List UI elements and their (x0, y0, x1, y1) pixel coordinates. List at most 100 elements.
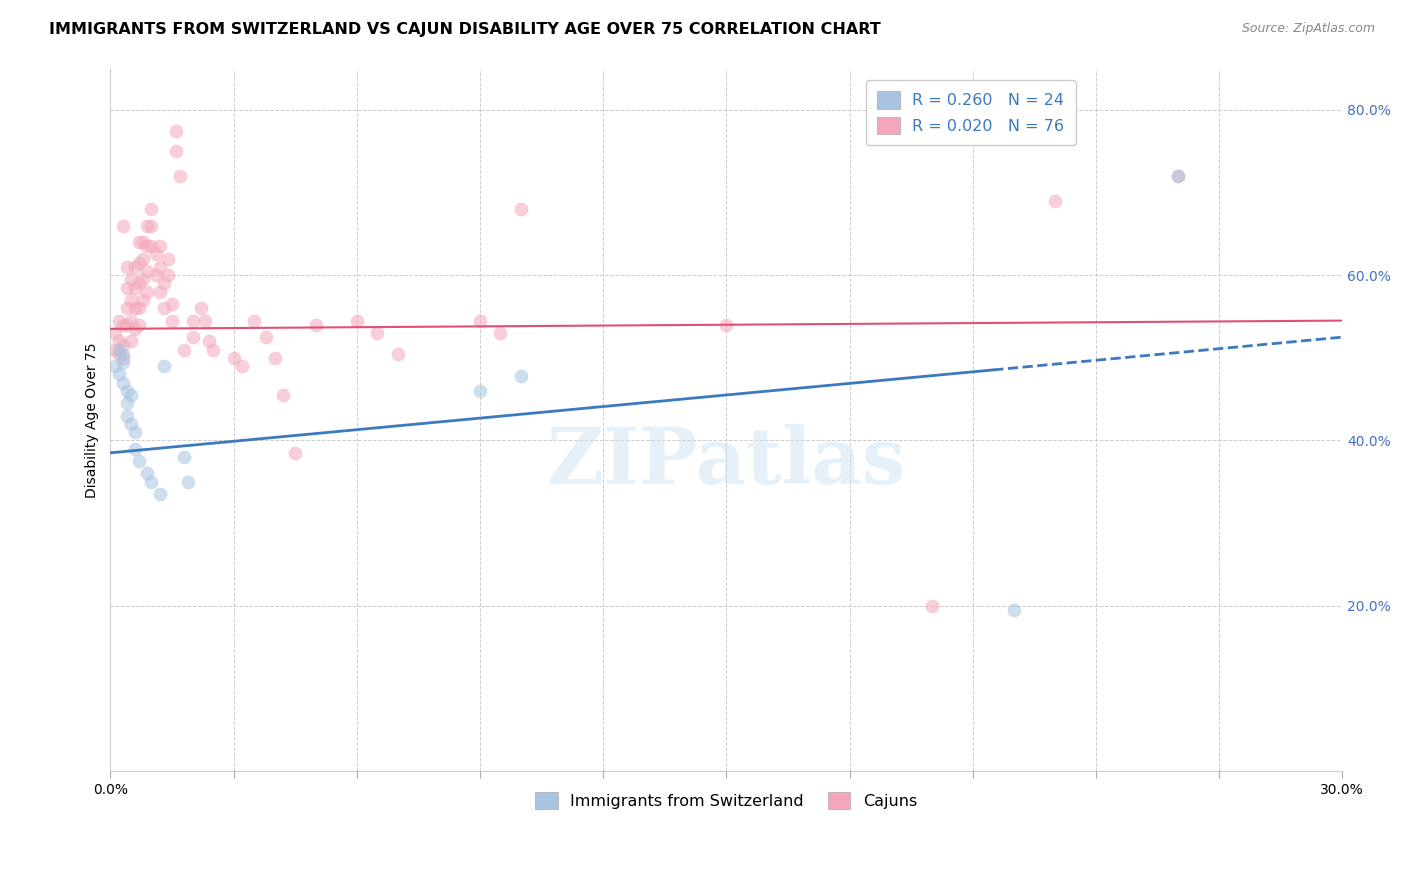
Point (346, 313, 368, 327)
Point (921, 599, 943, 613)
Point (132, 235, 155, 249)
Point (177, 475, 200, 489)
Point (1043, 194, 1066, 208)
Y-axis label: Disability Age Over 75: Disability Age Over 75 (86, 342, 100, 498)
Point (141, 219, 163, 233)
Point (152, 359, 174, 373)
Point (181, 330, 204, 344)
Point (120, 313, 142, 327)
Point (111, 351, 134, 365)
Point (136, 264, 159, 278)
Point (489, 326, 512, 340)
Point (111, 346, 134, 360)
Point (231, 359, 253, 373)
Point (152, 277, 174, 291)
Point (190, 301, 212, 316)
Point (107, 346, 129, 360)
Point (115, 396, 138, 410)
Point (120, 293, 142, 307)
Point (141, 475, 163, 489)
Point (128, 318, 150, 332)
Point (136, 467, 159, 481)
Point (173, 450, 195, 464)
Point (128, 277, 150, 291)
Point (510, 202, 533, 216)
Text: IMMIGRANTS FROM SWITZERLAND VS CAJUN DISABILITY AGE OVER 75 CORRELATION CHART: IMMIGRANTS FROM SWITZERLAND VS CAJUN DIS… (49, 22, 882, 37)
Point (107, 334, 129, 349)
Point (111, 338, 134, 352)
Point (120, 334, 142, 349)
Point (152, 301, 174, 316)
Point (124, 442, 146, 456)
Point (156, 268, 179, 282)
Point (145, 247, 167, 261)
Point (103, 343, 125, 357)
Point (387, 346, 409, 360)
Point (124, 260, 146, 274)
Point (284, 446, 307, 460)
Point (173, 343, 195, 357)
Point (120, 388, 142, 402)
Point (128, 256, 150, 270)
Point (165, 123, 187, 137)
Point (468, 313, 491, 327)
Point (149, 260, 172, 274)
Point (149, 239, 172, 253)
Point (124, 280, 146, 294)
Point (256, 330, 278, 344)
Point (136, 285, 159, 299)
Point (115, 280, 138, 294)
Legend: Immigrants from Switzerland, Cajuns: Immigrants from Switzerland, Cajuns (529, 786, 924, 816)
Point (198, 334, 221, 349)
Point (111, 355, 134, 369)
Point (160, 297, 183, 311)
Point (156, 252, 179, 266)
Point (132, 293, 155, 307)
Point (136, 239, 159, 253)
Point (141, 239, 163, 253)
Point (111, 318, 134, 332)
Point (169, 169, 191, 183)
Point (111, 376, 134, 390)
Point (1002, 603, 1025, 617)
Text: Source: ZipAtlas.com: Source: ZipAtlas.com (1241, 22, 1375, 36)
Point (107, 343, 129, 357)
Point (107, 313, 129, 327)
Point (124, 425, 146, 439)
Point (145, 268, 167, 282)
Point (128, 301, 150, 316)
Point (115, 384, 138, 398)
Point (120, 272, 142, 286)
Point (115, 318, 138, 332)
Point (1167, 169, 1189, 183)
Point (263, 351, 285, 365)
Point (1167, 169, 1189, 183)
Point (160, 313, 183, 327)
Point (115, 301, 138, 316)
Point (181, 313, 204, 327)
Point (128, 454, 150, 468)
Point (132, 272, 155, 286)
Point (366, 326, 388, 340)
Point (202, 343, 225, 357)
Point (141, 202, 163, 216)
Point (222, 351, 245, 365)
Point (103, 359, 125, 373)
Text: ZIPatlas: ZIPatlas (547, 424, 905, 500)
Point (468, 384, 491, 398)
Point (128, 235, 150, 249)
Point (510, 368, 533, 383)
Point (149, 285, 172, 299)
Point (107, 368, 129, 382)
Point (103, 326, 125, 340)
Point (115, 260, 138, 274)
Point (136, 219, 159, 233)
Point (132, 252, 155, 266)
Point (120, 417, 142, 431)
Point (165, 144, 187, 158)
Point (271, 388, 294, 402)
Point (115, 409, 138, 423)
Point (194, 313, 217, 327)
Point (305, 318, 328, 332)
Point (716, 318, 738, 332)
